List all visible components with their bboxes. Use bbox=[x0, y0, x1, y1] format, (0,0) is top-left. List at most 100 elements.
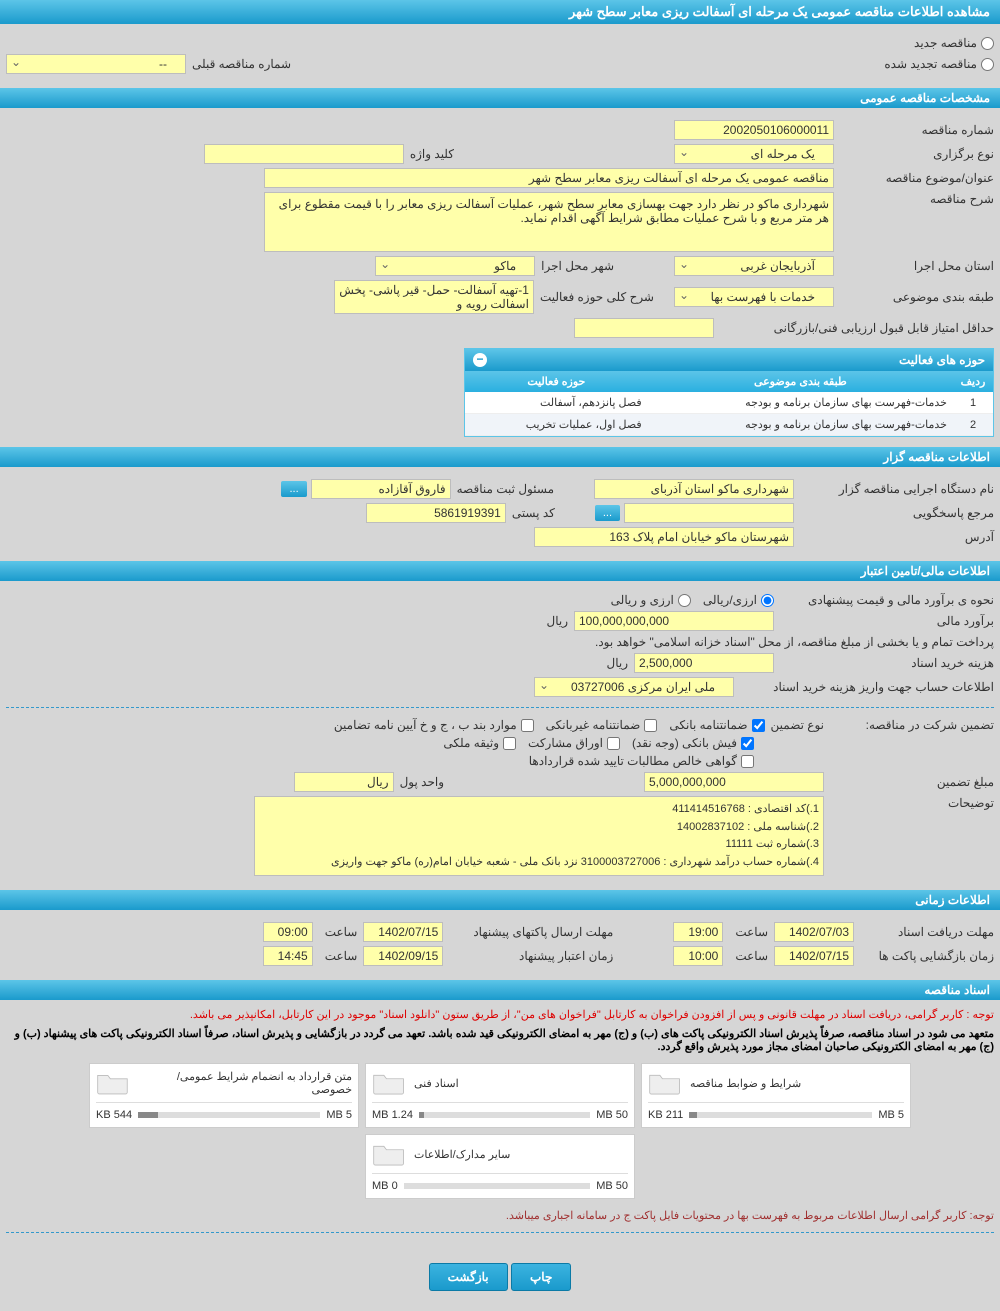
method-label: نحوه ی برآورد مالی و قیمت پیشنهادی bbox=[774, 593, 994, 607]
type-select[interactable]: یک مرحله ای bbox=[674, 144, 834, 164]
progress-bar bbox=[419, 1112, 590, 1118]
notes-line-4: 4.)شماره حساب درآمد شهرداری : 3100003727… bbox=[259, 854, 819, 872]
open-label: زمان بازگشایی پاکت ها bbox=[854, 949, 994, 963]
province-select[interactable]: آذربایجان غربی bbox=[674, 256, 834, 276]
money-unit-value: ریال bbox=[294, 772, 394, 792]
finance-note: پرداخت تمام و یا بخشی از مبلغ مناقصه، از… bbox=[595, 635, 994, 649]
org-value: شهرداری ماکو استان آذربای bbox=[594, 479, 794, 499]
section-timing-header: اطلاعات زمانی bbox=[0, 890, 1000, 910]
subject-value[interactable]: مناقصه عمومی یک مرحله ای آسفالت ریزی معا… bbox=[264, 168, 834, 188]
back-button[interactable]: بازگشت bbox=[429, 1263, 508, 1291]
attachment-title: شرایط و ضوابط مناقصه bbox=[690, 1077, 801, 1090]
attachment-card[interactable]: سایر مدارک/اطلاعات 50 MB 0 MB bbox=[365, 1134, 635, 1199]
activity-panel: حوزه های فعالیت − ردیف طبقه بندی موضوعی … bbox=[464, 348, 994, 437]
attachment-card[interactable]: متن قرارداد به انضمام شرایط عمومی/خصوصی … bbox=[89, 1063, 359, 1128]
desc-textarea[interactable]: شهرداری ماکو در نظر دارد جهت بهسازی معاب… bbox=[264, 192, 834, 252]
table-row: 1 خدمات-فهرست بهای سازمان برنامه و بودجه… bbox=[465, 392, 993, 414]
class-label: طبقه بندی موضوعی bbox=[834, 290, 994, 304]
city-select[interactable]: ماکو bbox=[375, 256, 535, 276]
radio-new-tender[interactable]: مناقصه جدید bbox=[914, 36, 994, 50]
page-title: مشاهده اطلاعات مناقصه عمومی یک مرحله ای … bbox=[0, 0, 1000, 24]
tender-no-value: 2002050106000011 bbox=[674, 120, 834, 140]
print-button[interactable]: چاپ bbox=[511, 1263, 571, 1291]
chk-nonbank[interactable]: ضمانتنامه غیربانکی bbox=[546, 718, 658, 732]
time-label-2: ساعت bbox=[319, 925, 358, 939]
attachment-card[interactable]: اسناد فنی 50 MB 1.24 MB bbox=[365, 1063, 635, 1128]
chk-bonds-label: موارد بند ب ، ج و خ آیین نامه تضامین bbox=[334, 718, 517, 732]
receive-deadline-label: مهلت دریافت اسناد bbox=[854, 925, 994, 939]
attachment-title: سایر مدارک/اطلاعات bbox=[414, 1148, 510, 1161]
chk-securities[interactable]: اوراق مشارکت bbox=[528, 736, 620, 750]
officer-more-button[interactable]: ... bbox=[281, 481, 306, 497]
radio-renewed-tender-input[interactable] bbox=[981, 58, 994, 71]
table-row: 2 خدمات-فهرست بهای سازمان برنامه و بودجه… bbox=[465, 414, 993, 436]
radio-new-tender-label: مناقصه جدید bbox=[914, 36, 977, 50]
radio-currency[interactable]: ارزی/ریالی bbox=[703, 593, 774, 607]
subject-label: عنوان/موضوع مناقصه bbox=[834, 171, 994, 185]
section-owner-header: اطلاعات مناقصه گزار bbox=[0, 447, 1000, 467]
notes-line-1: 1.)کد اقتصادی : 411414516768 bbox=[259, 801, 819, 819]
attachment-used: 544 KB bbox=[96, 1109, 132, 1121]
section-docs-header: اسناد مناقصه bbox=[0, 980, 1000, 1000]
section-finance-header: اطلاعات مالی/تامین اعتبار bbox=[0, 561, 1000, 581]
min-score-input[interactable] bbox=[574, 318, 714, 338]
cell-field: فصل اول، عملیات تخریب bbox=[465, 414, 648, 436]
chk-deed[interactable]: وثیقه ملکی bbox=[443, 736, 516, 750]
type-label: نوع برگزاری bbox=[834, 147, 994, 161]
city-label: شهر محل اجرا bbox=[535, 259, 614, 273]
chk-receivables[interactable]: گواهی خالص مطالبات تایید شده قراردادها bbox=[529, 754, 754, 768]
chk-bonds[interactable]: موارد بند ب ، ج و خ آیین نامه تضامین bbox=[334, 718, 534, 732]
postal-value: 5861919391 bbox=[366, 503, 506, 523]
attachment-title: متن قرارداد به انضمام شرایط عمومی/خصوصی bbox=[138, 1070, 352, 1096]
receive-date: 1402/07/03 bbox=[774, 922, 854, 942]
folder-icon bbox=[648, 1070, 682, 1096]
radio-new-tender-input[interactable] bbox=[981, 37, 994, 50]
ref-more-button[interactable]: ... bbox=[595, 505, 620, 521]
validity-date: 1402/09/15 bbox=[363, 946, 443, 966]
attachment-card[interactable]: شرایط و ضوابط مناقصه 5 MB 211 KB bbox=[641, 1063, 911, 1128]
divider bbox=[6, 1232, 994, 1233]
class-select[interactable]: خدمات با فهرست بها bbox=[674, 287, 834, 307]
time-label-4: ساعت bbox=[319, 949, 358, 963]
progress-bar bbox=[689, 1112, 872, 1118]
chk-securities-input[interactable] bbox=[607, 737, 620, 750]
keyword-input[interactable] bbox=[204, 144, 404, 164]
chk-cash-input[interactable] bbox=[741, 737, 754, 750]
radio-renewed-tender[interactable]: مناقصه تجدید شده bbox=[884, 57, 994, 71]
chk-bonds-input[interactable] bbox=[521, 719, 534, 732]
money-unit-label: واحد پول bbox=[394, 775, 444, 789]
cell-class: خدمات-فهرست بهای سازمان برنامه و بودجه bbox=[648, 414, 953, 436]
chk-cash[interactable]: فیش بانکی (وجه نقد) bbox=[632, 736, 754, 750]
account-select[interactable]: ملی ایران مرکزی 03727006 bbox=[534, 677, 734, 697]
notes-line-2: 2.)شناسه ملی : 14002837102 bbox=[259, 819, 819, 837]
desc-label: شرح مناقصه bbox=[834, 192, 994, 206]
chk-receivables-input[interactable] bbox=[741, 755, 754, 768]
time-label-3: ساعت bbox=[729, 949, 768, 963]
attachment-cap: 5 MB bbox=[326, 1109, 352, 1121]
chk-deed-input[interactable] bbox=[503, 737, 516, 750]
validity-time: 14:45 bbox=[263, 946, 313, 966]
ref-input[interactable] bbox=[624, 503, 794, 523]
attachment-title: اسناد فنی bbox=[414, 1077, 459, 1090]
progress-bar bbox=[404, 1183, 591, 1189]
activity-panel-title: حوزه های فعالیت bbox=[899, 353, 985, 367]
collapse-icon[interactable]: − bbox=[473, 353, 487, 367]
radio-rial[interactable]: ارزی و ریالی bbox=[611, 593, 691, 607]
min-score-label: حداقل امتیاز قابل قبول ارزیابی فنی/بازرگ… bbox=[714, 321, 994, 335]
chk-bank-guarantee[interactable]: ضمانتنامه بانکی bbox=[669, 718, 764, 732]
prev-number-select[interactable]: -- bbox=[6, 54, 186, 74]
chk-nonbank-input[interactable] bbox=[644, 719, 657, 732]
section-docs-body: توجه : کاربر گرامی، دریافت اسناد در مهلت… bbox=[0, 1000, 1000, 1251]
chk-bank-guarantee-label: ضمانتنامه بانکی bbox=[669, 718, 747, 732]
folder-icon bbox=[96, 1070, 130, 1096]
submit-deadline-label: مهلت ارسال پاکتهای پیشنهاد bbox=[443, 925, 613, 939]
notes-line-3: 3.)شماره ثبت 11111 bbox=[259, 836, 819, 854]
section-finance-body: نحوه ی برآورد مالی و قیمت پیشنهادی ارزی/… bbox=[0, 581, 1000, 888]
docs-note-2: متعهد می شود در اسناد مناقصه، صرفاً پذیر… bbox=[6, 1027, 994, 1053]
chk-bank-guarantee-input[interactable] bbox=[752, 719, 765, 732]
prev-number-label: شماره مناقصه قبلی bbox=[186, 57, 291, 71]
ref-label: مرجع پاسخگویی bbox=[794, 506, 994, 520]
cell-n: 1 bbox=[953, 392, 993, 414]
radio-rial-input[interactable] bbox=[678, 594, 691, 607]
radio-currency-input[interactable] bbox=[761, 594, 774, 607]
